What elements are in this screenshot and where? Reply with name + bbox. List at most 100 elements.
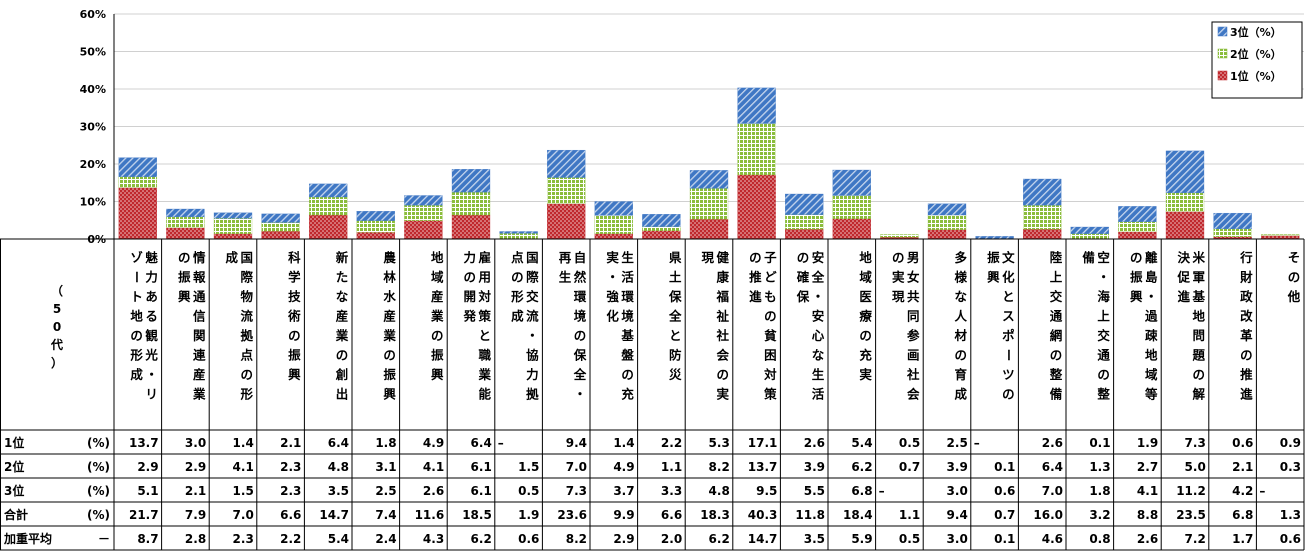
bar-segment-rank2 [642, 226, 681, 231]
category-label-char: 生 [559, 270, 572, 285]
table-cell: 13.7 [129, 436, 159, 450]
bar-segment-rank3 [689, 170, 729, 189]
table-cell: 9.4 [947, 508, 968, 522]
bar-segment-rank3 [785, 193, 824, 215]
table-cell: 18.4 [843, 508, 873, 522]
bar-segment-rank3 [499, 231, 538, 234]
category-label-char: 実 [717, 387, 730, 402]
category-label-char: 策 [479, 309, 492, 324]
category-label-char: 生 [812, 367, 825, 382]
table-cell: 8.2 [566, 532, 587, 546]
category-label-char: 成 [226, 250, 239, 265]
category-label-char: 境 [574, 309, 587, 324]
category-label-char: の [764, 309, 777, 324]
y-tick-label: 20% [80, 158, 106, 171]
category-label-char: 地 [859, 250, 872, 265]
bar-segment-rank2 [927, 214, 967, 230]
bar-segment-rank3 [166, 208, 205, 218]
category-label-char: な [812, 348, 825, 363]
category-label-char: 解 [1193, 387, 1206, 402]
category-label-char: 形 [511, 289, 524, 304]
category-label-char: 全 [573, 367, 587, 382]
category-label-char: 会 [907, 387, 920, 402]
table-cell: 2.3 [280, 484, 301, 498]
side-label-char: （ [51, 283, 63, 298]
category-label-char: 振 [383, 367, 396, 382]
table-cell: 3.3 [661, 484, 682, 498]
category-label-char: ー [129, 271, 144, 284]
category-label-char: 通 [1050, 309, 1063, 324]
table-cell: 2.6 [1137, 532, 1158, 546]
category-label-char: 産 [336, 309, 349, 324]
table-cell: 0.1 [994, 460, 1015, 474]
category-label-char: 職 [479, 348, 492, 363]
bar-segment-rank3 [451, 169, 491, 193]
bar-segment-rank3 [213, 212, 253, 219]
category-label-char: の [955, 348, 968, 363]
table-cell: 5.3 [709, 436, 730, 450]
bar-segment-rank1 [927, 229, 967, 240]
table-cell: 1.9 [1137, 436, 1158, 450]
bar-segment-rank3 [737, 87, 776, 124]
table-cell: 2.7 [1137, 460, 1158, 474]
table-cell: 0.6 [1232, 436, 1253, 450]
category-label-char: 水 [383, 289, 396, 304]
category-label-char: 活 [621, 270, 634, 285]
y-tick-label: 50% [80, 46, 106, 59]
category-label-char: 現 [702, 250, 715, 265]
table-cell: 5.4 [851, 436, 872, 450]
category-label-char: 備 [1082, 250, 1095, 265]
table-cell: 2.3 [280, 460, 301, 474]
category-label-char: の [574, 328, 587, 343]
bar-segment-rank1 [309, 214, 348, 240]
category-label-char: 育 [955, 367, 968, 382]
category-label-char: 信 [193, 309, 206, 324]
table-row-unit: (%) [87, 460, 110, 474]
table-cell: 4.1 [233, 460, 254, 474]
category-label-char: 業 [382, 328, 396, 343]
table-cell: 1.4 [613, 436, 634, 450]
table-cell: 11.6 [415, 508, 445, 522]
category-label-char: 興 [1130, 289, 1143, 304]
category-label-char: 推 [749, 270, 762, 285]
table-cell: 0.9 [1280, 436, 1301, 450]
category-label-char: 災 [668, 367, 682, 382]
category-label-char: 実 [892, 270, 905, 285]
category-label-char: 県 [669, 250, 682, 265]
category-label-char: 光 [144, 348, 158, 363]
table-cell: 6.4 [1042, 460, 1063, 474]
bar-segment-rank2 [166, 216, 205, 228]
category-label-char: 学 [288, 270, 301, 285]
table-cell: 9.5 [756, 484, 777, 498]
category-label-char: 対 [478, 289, 492, 304]
category-label-char: の [288, 328, 301, 343]
category-label-char: 協 [526, 348, 539, 363]
category-label-char: 政 [1240, 289, 1253, 304]
table-cell: 40.3 [748, 508, 778, 522]
bar-segment-rank2 [356, 220, 395, 233]
table-cell: 2.2 [280, 532, 301, 546]
category-label-char: 基 [1192, 289, 1206, 304]
table-cell: 7.9 [185, 508, 206, 522]
table-cell: 2.1 [1232, 460, 1253, 474]
bar-segment-rank3 [832, 169, 871, 196]
category-label-char: 点 [241, 348, 254, 363]
table-cell: 1.1 [899, 508, 920, 522]
category-label-char: ・ [526, 328, 539, 343]
category-label-char: 全 [668, 309, 682, 324]
category-label-char: 米 [1192, 250, 1206, 265]
table-cell: 23.5 [1176, 508, 1206, 522]
category-label-char: 地 [130, 309, 143, 324]
table-cell: 3.0 [185, 436, 206, 450]
category-label-char: 形 [130, 348, 143, 363]
category-label-char: 産 [383, 309, 396, 324]
category-label-char: 促 [1177, 270, 1191, 285]
category-label-char: 然 [574, 270, 587, 285]
table-cell-dash: – [879, 484, 885, 498]
category-label-char: 女 [907, 270, 920, 285]
bar-segment-rank1 [785, 229, 824, 240]
table-cell: 3.9 [947, 460, 968, 474]
category-label-char: 成 [130, 367, 143, 382]
category-label-char: 業 [478, 367, 492, 382]
